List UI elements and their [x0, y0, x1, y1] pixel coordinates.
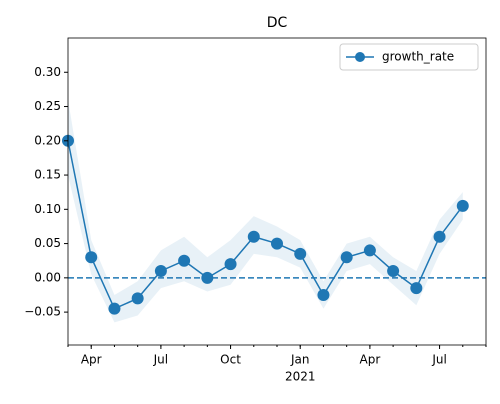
- marker: [410, 282, 423, 295]
- marker: [224, 258, 237, 271]
- marker: [363, 244, 376, 257]
- legend: growth_rate: [339, 43, 479, 71]
- y-tick-label: 0.30: [34, 65, 61, 79]
- marker: [271, 237, 283, 250]
- marker: [387, 264, 400, 277]
- legend-box: [339, 43, 479, 71]
- marker: [85, 251, 98, 264]
- confidence-band: [68, 99, 463, 323]
- x-tick-label: Oct: [220, 353, 241, 367]
- marker: [108, 302, 121, 315]
- marker: [317, 288, 330, 301]
- x-tick-label: Jul: [153, 353, 168, 367]
- y-tick-label: 0.10: [34, 202, 61, 216]
- marker: [154, 264, 167, 277]
- marker: [247, 230, 260, 243]
- marker: [201, 271, 214, 284]
- y-tick-label: −0.05: [24, 305, 61, 319]
- marker: [131, 292, 144, 305]
- marker: [433, 230, 446, 243]
- x-year-label: 2021: [285, 370, 316, 384]
- marker: [178, 254, 191, 267]
- y-tick-label: 0.25: [34, 99, 61, 113]
- y-tick-label: 0.15: [34, 168, 61, 182]
- marker: [340, 251, 353, 264]
- legend-label: growth_rate: [382, 50, 454, 64]
- x-tick-label: Jan: [290, 353, 310, 367]
- marker: [456, 199, 469, 212]
- legend-marker: [355, 52, 365, 62]
- y-tick-label: 0.00: [34, 270, 61, 284]
- y-tick-label: 0.20: [34, 133, 61, 147]
- x-tick-label: Apr: [360, 353, 381, 367]
- chart-title: DC: [267, 15, 288, 31]
- marker: [294, 247, 307, 260]
- x-tick-label: Jul: [431, 353, 446, 367]
- y-tick-label: 0.05: [34, 236, 61, 250]
- x-tick-label: Apr: [81, 353, 102, 367]
